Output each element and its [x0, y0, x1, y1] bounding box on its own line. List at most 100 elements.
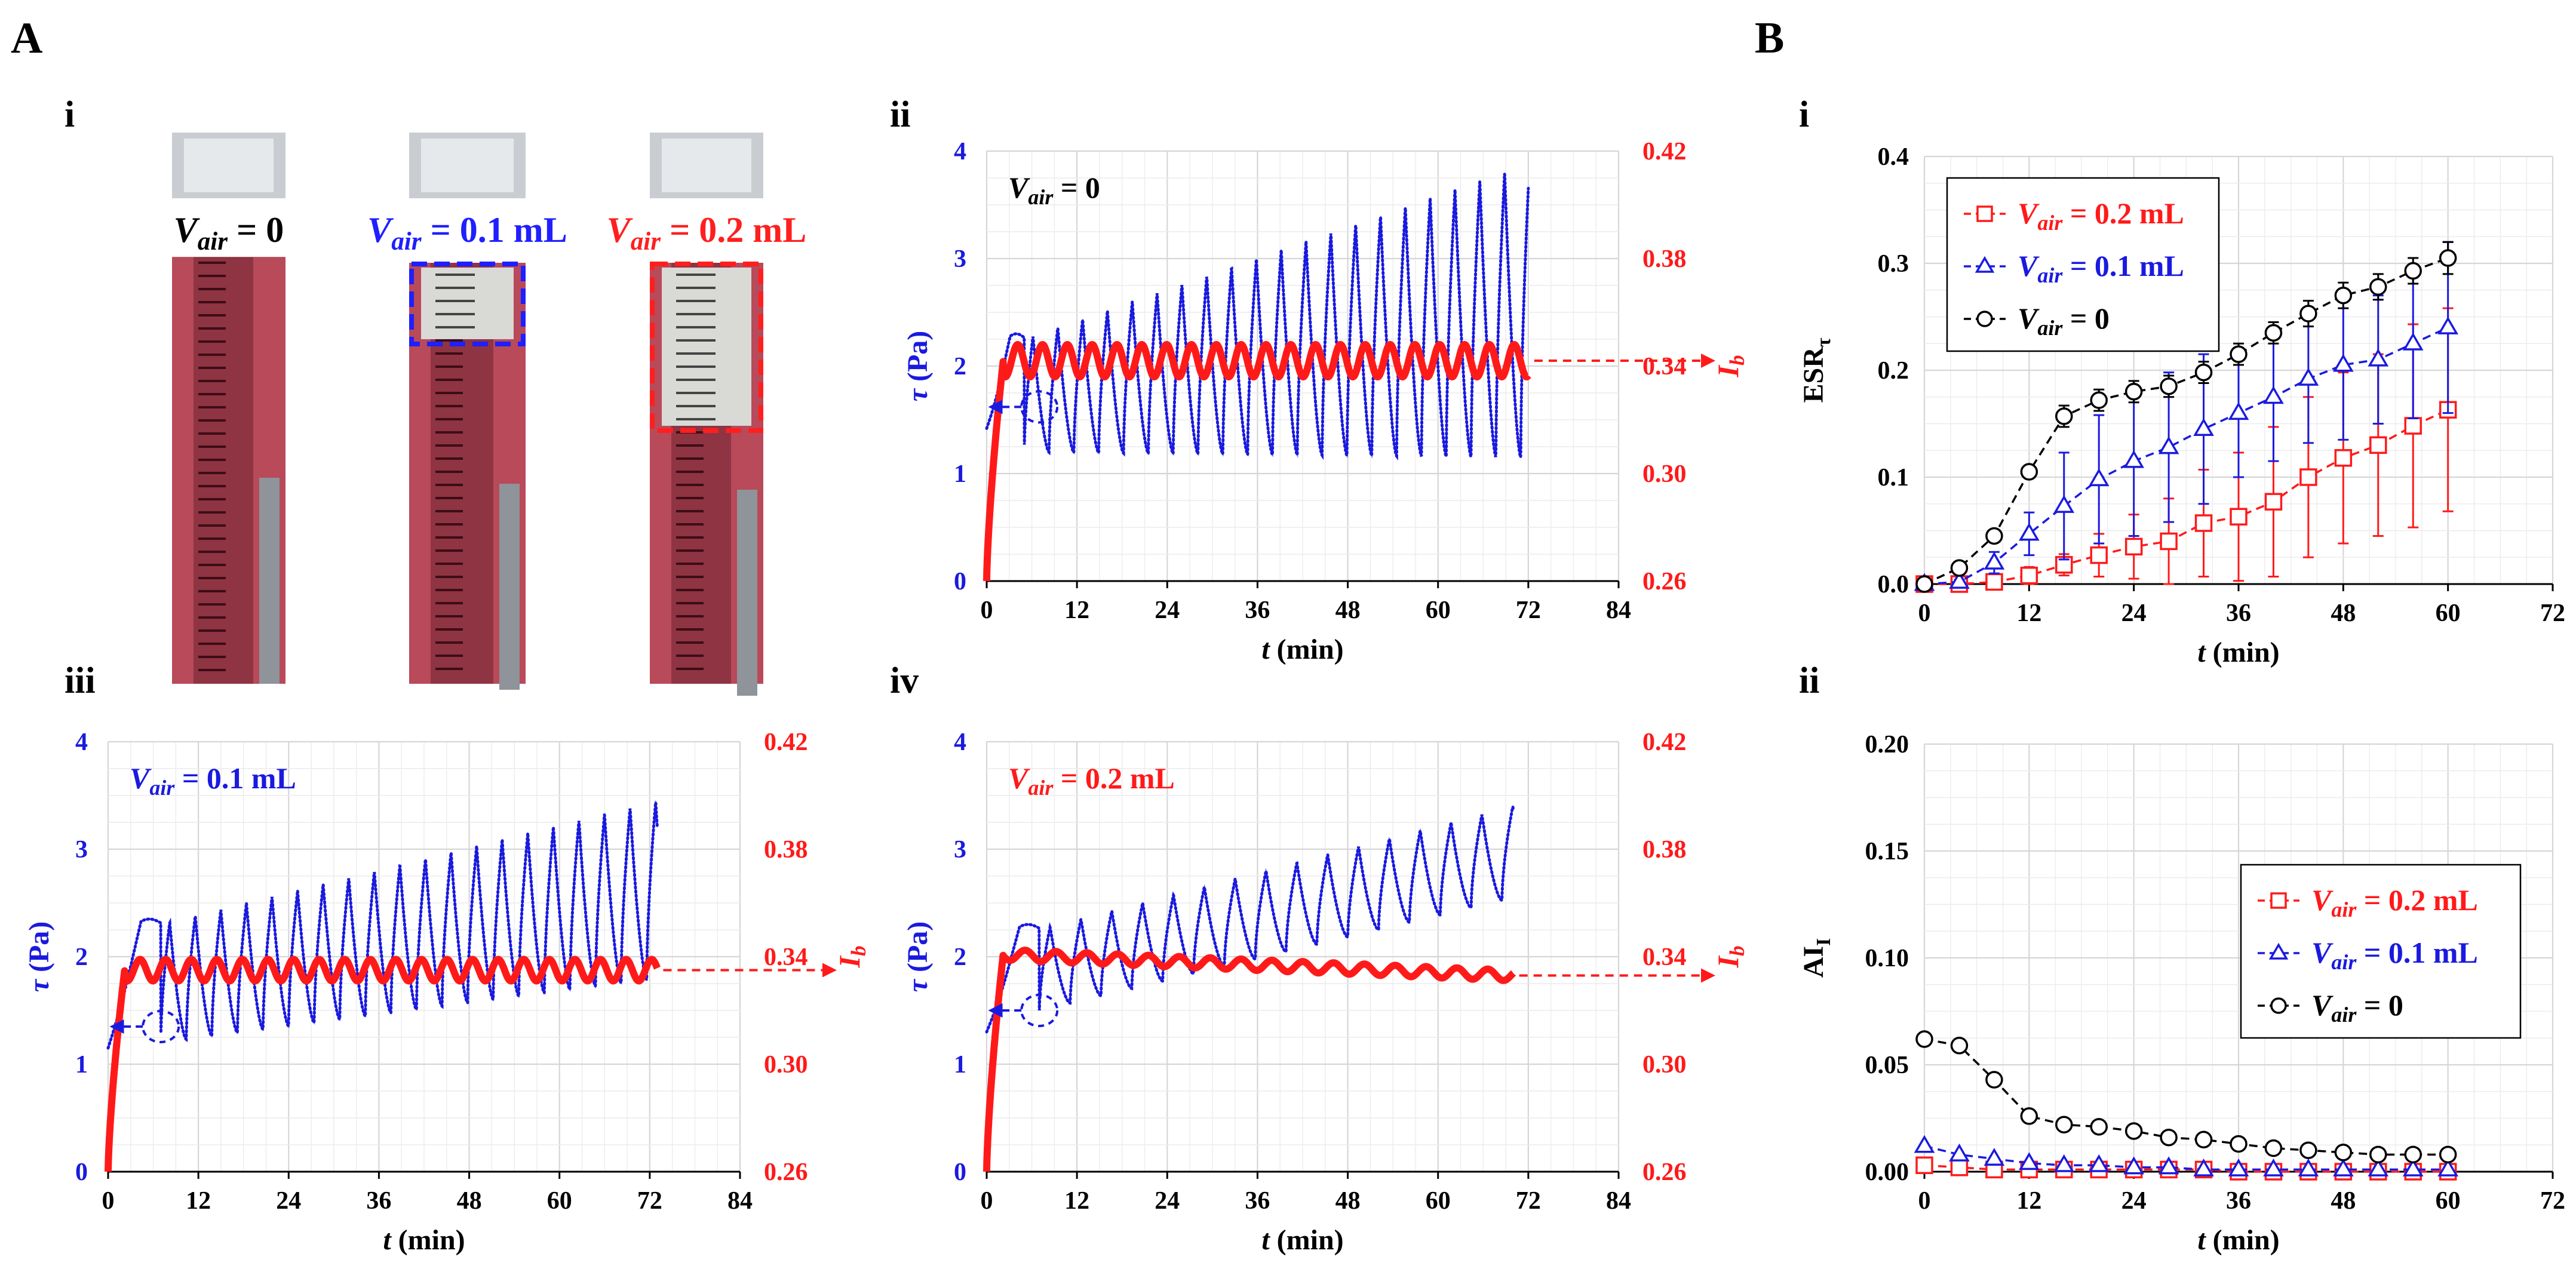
- x-tick-label: 60: [2436, 1187, 2461, 1215]
- x-tick-label: 36: [366, 1187, 391, 1215]
- y-left-tick-label: 4: [954, 729, 966, 756]
- legend-label: Vair = 0: [2311, 988, 2403, 1027]
- syringe-blood-column: [194, 251, 253, 684]
- data-point: [1950, 1159, 1969, 1176]
- syringe-label-1: Vair = 0.1 mL: [367, 210, 567, 256]
- y-right-axis-label: Ib: [1711, 946, 1749, 969]
- y-right-tick-label: 0.38: [764, 836, 808, 864]
- y-right-tick-label: 0.42: [764, 729, 808, 756]
- y-left-axis-label: τ (Pa): [23, 921, 55, 993]
- x-tick-label: 36: [2226, 1187, 2251, 1215]
- x-tick-label: 60: [1426, 1187, 1451, 1215]
- panel-label-Bii: ii: [1799, 660, 1819, 701]
- data-point: [2298, 367, 2319, 386]
- x-tick-label: 72: [1516, 597, 1541, 624]
- tau-callout-circle: [142, 1010, 180, 1043]
- x-tick-label: 24: [2121, 600, 2147, 627]
- x-tick-label: 0: [981, 1187, 993, 1215]
- data-point: [2158, 1156, 2179, 1175]
- data-point: [2088, 1154, 2110, 1172]
- data-point: [2264, 324, 2283, 342]
- data-point: [2228, 1158, 2249, 1176]
- data-point: [2020, 1107, 2038, 1125]
- tau-series: [106, 798, 659, 1050]
- data-point: [1914, 1135, 1935, 1153]
- data-point: [1949, 1143, 1970, 1162]
- data-point: [2228, 402, 2249, 420]
- data-point: [2090, 546, 2108, 564]
- chart-Bi: 0 12 24 36 48 60 72 0.0 0.1 0.2 0.3 0.4 t (min) ESRτ V…: [1798, 143, 2565, 668]
- x-tick-label: 24: [276, 1187, 301, 1215]
- data-point: [2090, 1118, 2108, 1136]
- x-tick-label: 48: [1335, 597, 1361, 624]
- syringe-photos: Vair = 0 Vair = 0.1 mL Vair = 0.2 mL: [170, 133, 810, 696]
- x-axis-label: t (min): [383, 1224, 465, 1256]
- y-right-tick-label: 0.26: [1642, 568, 1687, 595]
- y-left-tick-label: 3: [954, 245, 966, 273]
- y-right-tick-label: 0.38: [1642, 245, 1687, 273]
- syringe-cap-highlight: [662, 139, 751, 192]
- syringe-label-bg: [364, 209, 571, 257]
- y-right-axis-label: Ib: [1711, 355, 1749, 378]
- legend-label: Vair = 0: [2018, 302, 2110, 340]
- data-point: [2193, 418, 2214, 436]
- y-right-tick-label: 0.34: [1642, 944, 1687, 971]
- x-axis-label: t (min): [2197, 1224, 2279, 1256]
- x-tick-label: 84: [1606, 1187, 1631, 1215]
- x-tick-label: 48: [1335, 1187, 1361, 1215]
- data-point: [2270, 892, 2287, 909]
- data-point: [2160, 532, 2178, 551]
- data-point: [1915, 575, 1933, 593]
- y-tick-label: 0.1: [1878, 464, 1909, 491]
- y-right-tick-label: 0.30: [1642, 460, 1687, 488]
- ib-series: [983, 341, 1532, 582]
- x-axis-label: t (min): [2197, 637, 2279, 668]
- data-point: [2088, 468, 2110, 487]
- data-point: [2124, 383, 2143, 401]
- data-point: [2268, 942, 2289, 960]
- data-point: [2053, 494, 2075, 513]
- x-tick-label: 60: [547, 1187, 572, 1215]
- data-point: [2437, 316, 2459, 334]
- tau-callout-circle: [1020, 994, 1059, 1027]
- y-right-tick-label: 0.26: [1642, 1159, 1687, 1186]
- x-tick-label: 72: [637, 1187, 662, 1215]
- data-point: [2402, 332, 2424, 351]
- tau-series-line: [985, 806, 1515, 1033]
- legend-label: Vair = 0.2 mL: [2311, 883, 2478, 921]
- x-tick-label: 36: [1245, 597, 1270, 624]
- syringe-cap-highlight: [421, 139, 514, 192]
- tau-arrowhead: [988, 1003, 1003, 1018]
- data-point: [2369, 436, 2387, 454]
- data-point: [2404, 262, 2422, 280]
- data-point: [1976, 205, 1993, 222]
- ib-arrowhead: [1701, 354, 1715, 368]
- y-tick-label: 0.15: [1865, 838, 1909, 865]
- x-axis-label: t (min): [1261, 1224, 1343, 1256]
- syringe-label-2: Vair = 0.2 mL: [607, 210, 807, 256]
- tau-arrowhead: [988, 400, 1003, 414]
- y-right-axis-label: Ib: [833, 946, 870, 969]
- x-tick-label: 12: [186, 1187, 211, 1215]
- x-tick-label: 36: [1245, 1187, 1270, 1215]
- y-left-tick-label: 2: [75, 944, 88, 971]
- tau-arrowhead: [109, 1019, 124, 1034]
- data-point: [2270, 997, 2287, 1014]
- legend-box: [2240, 864, 2522, 1039]
- y-right-tick-label: 0.30: [764, 1051, 808, 1079]
- data-point: [2299, 468, 2317, 486]
- x-tick-label: 0: [1918, 1187, 1931, 1215]
- legend-label: Vair = 0.1 mL: [2018, 249, 2184, 287]
- y-axis-label: ESRτ: [1798, 337, 1835, 403]
- y-left-tick-label: 3: [75, 836, 88, 864]
- data-point: [2194, 1130, 2213, 1149]
- x-tick-label: 12: [1064, 1187, 1089, 1215]
- chart-Aii: 0 12 24 36 48 60 72 84012340.260.300.340.380.42…: [902, 138, 1749, 665]
- y-axis-label: AII: [1798, 938, 1835, 978]
- y-right-tick-label: 0.42: [1642, 138, 1687, 165]
- data-point: [2404, 1145, 2422, 1164]
- data-point: [2053, 1154, 2075, 1172]
- data-point: [2160, 377, 2178, 395]
- y-left-axis-label: τ (Pa): [902, 331, 934, 402]
- y-right-tick-label: 0.34: [1642, 353, 1687, 380]
